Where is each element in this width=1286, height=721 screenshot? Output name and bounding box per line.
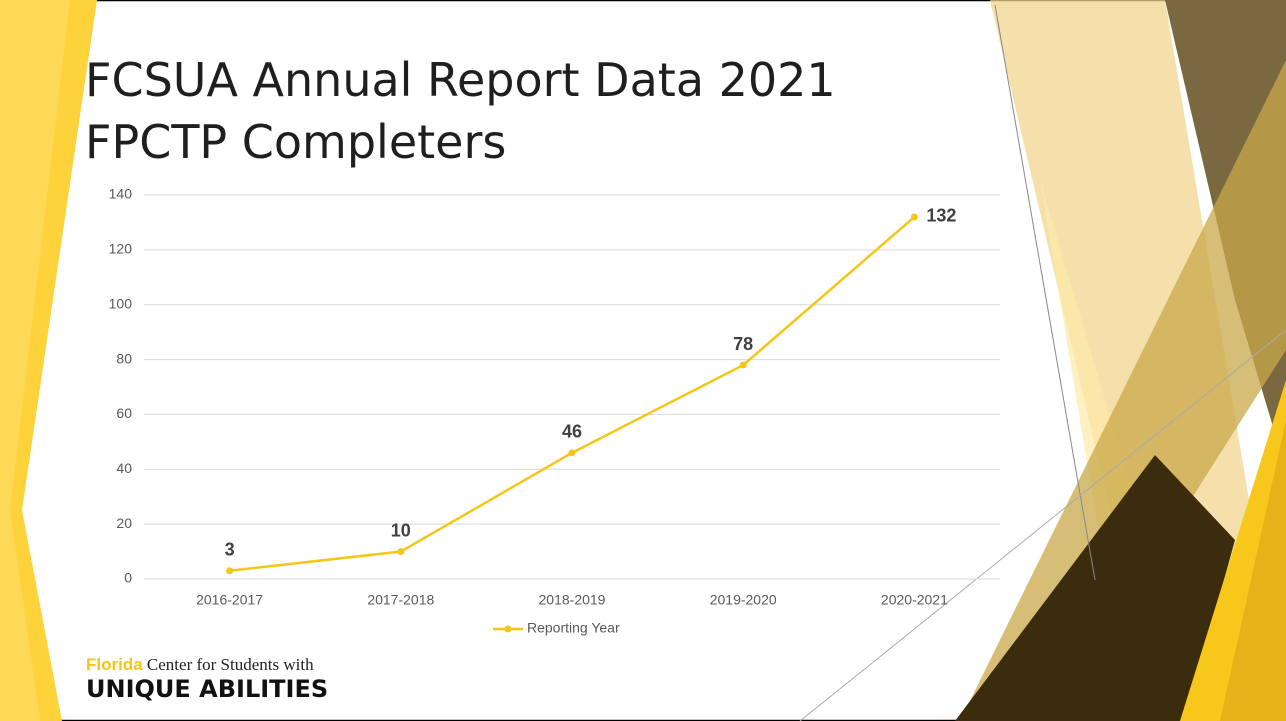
- y-tick-label: 80: [116, 350, 132, 366]
- data-point: [569, 449, 576, 456]
- x-tick-label: 2020-2021: [881, 592, 948, 608]
- slide: FCSUA Annual Report Data 2021 FPCTP Comp…: [0, 0, 1286, 721]
- y-tick-label: 60: [116, 405, 132, 421]
- data-point: [226, 567, 233, 574]
- logo: Florida Center for Students with UNIQUE …: [86, 655, 328, 703]
- data-label: 78: [733, 334, 753, 354]
- x-tick-label: 2019-2020: [710, 592, 777, 608]
- data-point: [397, 548, 404, 555]
- y-tick-label: 40: [116, 460, 132, 476]
- y-tick-label: 100: [109, 295, 133, 311]
- data-label: 132: [926, 206, 956, 226]
- slide-subtitle: FPCTP Completers: [85, 115, 506, 169]
- data-point: [740, 362, 747, 369]
- logo-highlight: Florida: [86, 655, 143, 674]
- data-label: 3: [225, 540, 235, 560]
- x-tick-label: 2016-2017: [196, 592, 263, 608]
- slide-title: FCSUA Annual Report Data 2021: [85, 53, 836, 107]
- legend-marker: [505, 626, 512, 633]
- data-label: 10: [391, 520, 411, 540]
- legend-label: Reporting Year: [527, 620, 620, 636]
- logo-line2: UNIQUE ABILITIES: [86, 675, 328, 703]
- y-tick-label: 20: [116, 515, 132, 531]
- logo-line1: Florida Center for Students with: [86, 655, 314, 675]
- y-tick-label: 0: [124, 570, 132, 586]
- data-point: [911, 213, 918, 220]
- logo-text: Center for Students with: [147, 655, 314, 674]
- y-tick-label: 120: [109, 241, 133, 257]
- data-label: 46: [562, 422, 582, 442]
- x-tick-label: 2017-2018: [367, 592, 434, 608]
- x-tick-label: 2018-2019: [539, 592, 606, 608]
- y-tick-label: 140: [109, 186, 133, 202]
